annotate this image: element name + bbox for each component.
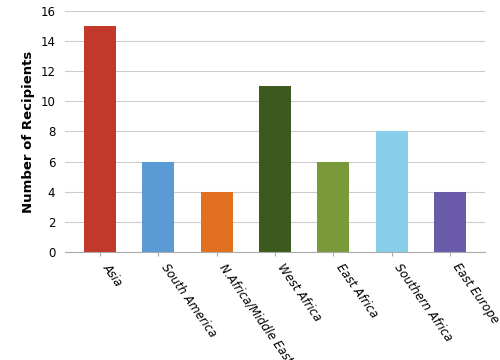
Bar <box>318 162 350 252</box>
Bar <box>200 192 232 252</box>
Bar <box>434 192 466 252</box>
Bar <box>376 131 408 252</box>
Bar <box>259 86 291 252</box>
Bar <box>142 162 174 252</box>
Bar <box>84 26 116 252</box>
Y-axis label: Number of Recipients: Number of Recipients <box>22 50 35 212</box>
